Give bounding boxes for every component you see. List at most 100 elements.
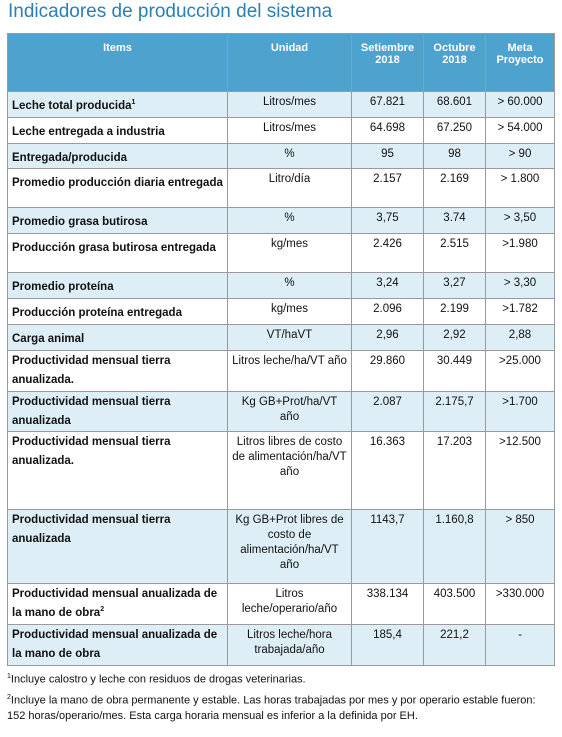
table-row: Productividad mensual tierra anualizada K… [7,509,555,585]
cell-octubre: 67.250 [423,116,486,144]
col-header-setiembre: Setiembre 2018 [351,33,424,92]
table-row: Promedio grasa butirosa% 3,75 3.74 > 3,50 [7,207,555,235]
table-row: Productividad mensual tierra anualizada.… [7,431,555,511]
cell-setiembre: 3,75 [351,207,424,235]
cell-item: Leche total producida1 [7,91,228,118]
cell-unidad: Litros leche/hora trabajada/año [227,624,352,667]
table-row: Promedio proteína% 3,24 3,27 > 3,30 [7,272,555,300]
table-row: Entregada/producida% 95 98 > 90 [7,142,555,170]
cell-meta: >1.980 [485,233,555,274]
cell-setiembre: 2.157 [351,168,424,209]
footnote-mark: 1 [131,99,136,106]
cell-meta: > 54.000 [485,116,555,144]
cell-setiembre: 338.134 [351,583,424,626]
footnote-mark: 2 [100,606,105,614]
cell-meta: >1.700 [485,390,555,433]
cell-meta: >25.000 [485,349,555,392]
cell-item: Productividad mensual anualizada de la m… [7,624,228,667]
page-title: Indicadores de producción del sistema [8,1,333,22]
cell-item: Productividad mensual tierra anualizada. [7,349,228,392]
cell-item: Promedio proteína [7,272,228,300]
cell-unidad: % [227,142,352,170]
cell-unidad: kg/mes [227,298,352,325]
cell-meta: >1.782 [485,298,555,325]
col-header-meta: Meta Proyecto [485,33,555,92]
table-row: Producción proteína entregada kg/mes 2.096… [7,298,555,325]
footnote-2: 2Incluye la mano de obra permanente y es… [7,694,536,722]
col-header-unidad: Unidad [227,33,352,92]
table-header-row: Items Unidad Setiembre 2018 Octubre 2018… [7,33,555,92]
cell-octubre: 2.169 [423,168,486,209]
cell-unidad: Litros/mes [227,91,352,118]
table-row: Leche total producida1 Litros/mes 67.821 68… [7,91,555,118]
cell-setiembre: 16.363 [351,431,424,511]
table-row: Productividad mensual anualizada de la m… [7,624,555,667]
cell-setiembre: 2.087 [351,390,424,433]
cell-octubre: 68.601 [423,91,486,118]
cell-item: Carga animal [7,323,228,351]
table-row: Leche entregada a industria Litros/mes 64.… [7,116,555,144]
cell-meta: > 850 [485,509,555,585]
cell-meta: >330.000 [485,583,555,626]
cell-setiembre: 2.096 [351,298,424,325]
cell-octubre: 403.500 [423,583,486,626]
cell-unidad: VT/haVT [227,323,352,351]
cell-octubre: 2.199 [423,298,486,325]
cell-item: Producción proteína entregada [7,298,228,325]
cell-unidad: Kg GB+Prot libres de costo de alimentaci… [227,509,352,585]
cell-octubre: 2.175,7 [423,390,486,433]
cell-octubre: 3.74 [423,207,486,235]
cell-unidad: Litros leche/ha/VT año [227,349,352,392]
cell-octubre: 221,2 [423,624,486,667]
cell-octubre: 2,92 [423,323,486,351]
cell-unidad: Litros/mes [227,116,352,144]
cell-item: Promedio producción diaria entregada [7,168,228,209]
cell-octubre: 2.515 [423,233,486,274]
cell-item: Productividad mensual anualizada de la m… [7,583,228,626]
cell-octubre: 3,27 [423,272,486,300]
cell-setiembre: 67.821 [351,91,424,118]
table-row: Productividad mensual tierra anualizada K… [7,390,555,433]
cell-meta: > 60.000 [485,91,555,118]
footnote-1: 1Incluye calostro y leche con residuos d… [7,673,306,686]
table-row: Producción grasa butirosa entregada kg/me… [7,233,555,274]
cell-octubre: 30.449 [423,349,486,392]
cell-setiembre: 29.860 [351,349,424,392]
cell-setiembre: 3,24 [351,272,424,300]
cell-unidad: % [227,272,352,300]
cell-unidad: kg/mes [227,233,352,274]
indicators-table: Items Unidad Setiembre 2018 Octubre 2018… [7,33,555,667]
cell-item: Productividad mensual tierra anualizada. [7,431,228,511]
cell-item: Productividad mensual tierra anualizada [7,509,228,585]
cell-octubre: 17.203 [423,431,486,511]
cell-setiembre: 2,96 [351,323,424,351]
cell-unidad: Litros leche/operario/año [227,583,352,626]
cell-setiembre: 64.698 [351,116,424,144]
cell-unidad: Litros libres de costo de alimentación/h… [227,431,352,511]
cell-meta: > 1.800 [485,168,555,209]
cell-item: Entregada/producida [7,142,228,170]
cell-octubre: 98 [423,142,486,170]
cell-setiembre: 1143,7 [351,509,424,585]
table-row: Productividad mensual tierra anualizada.… [7,349,555,392]
cell-octubre: 1.160,8 [423,509,486,585]
table-row: Productividad mensual anualizada de la m… [7,583,555,626]
cell-unidad: % [227,207,352,235]
cell-meta: >12.500 [485,431,555,511]
table-row: Promedio producción diaria entregada Litr… [7,168,555,209]
cell-meta: - [485,624,555,667]
cell-setiembre: 95 [351,142,424,170]
col-header-octubre: Octubre 2018 [423,33,486,92]
cell-meta: > 3,50 [485,207,555,235]
col-header-items: Items [7,33,228,92]
cell-meta: 2,88 [485,323,555,351]
cell-meta: > 90 [485,142,555,170]
cell-meta: > 3,30 [485,272,555,300]
cell-item: Productividad mensual tierra anualizada [7,390,228,433]
cell-item: Promedio grasa butirosa [7,207,228,235]
cell-setiembre: 185,4 [351,624,424,667]
table-row: Carga animal VT/haVT 2,96 2,92 2,88 [7,323,555,351]
cell-item: Producción grasa butirosa entregada [7,233,228,274]
cell-item: Leche entregada a industria [7,116,228,144]
cell-setiembre: 2.426 [351,233,424,274]
